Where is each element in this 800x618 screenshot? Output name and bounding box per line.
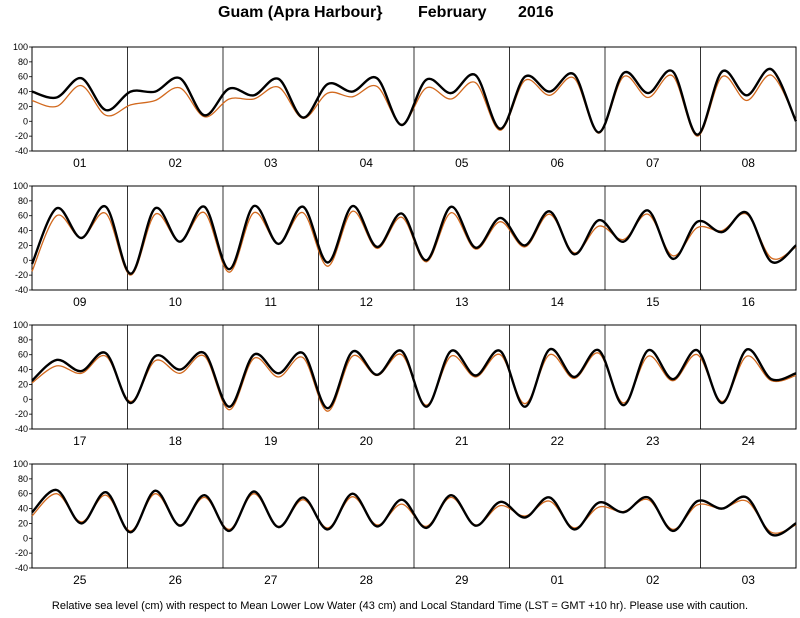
day-label: 16 (742, 295, 756, 309)
y-tick-label: 80 (18, 57, 28, 67)
day-label: 19 (264, 434, 278, 448)
day-label: 20 (360, 434, 374, 448)
title-year: 2016 (518, 4, 554, 21)
day-label: 18 (169, 434, 183, 448)
day-label: 14 (551, 295, 565, 309)
observed-series (30, 204, 797, 275)
day-label: 03 (742, 573, 756, 587)
observed-series (31, 67, 798, 136)
day-label: 24 (742, 434, 756, 448)
y-tick-label: 0 (23, 116, 28, 126)
y-tick-label: 100 (13, 320, 28, 330)
observed-series (31, 488, 797, 537)
day-label: 11 (265, 295, 278, 309)
y-tick-label: 100 (13, 181, 28, 191)
day-label: 03 (264, 156, 278, 170)
station-name: Guam (Apra Harbour} (218, 4, 383, 21)
y-tick-label: 80 (18, 196, 28, 206)
y-tick-label: -20 (15, 409, 28, 419)
day-label: 12 (360, 295, 374, 309)
y-tick-label: 20 (18, 379, 28, 389)
y-tick-label: 20 (18, 518, 28, 528)
y-tick-label: -20 (15, 131, 28, 141)
y-tick-label: 60 (18, 211, 28, 221)
day-label: 01 (551, 573, 565, 587)
y-tick-label: 40 (18, 226, 28, 236)
day-label: 15 (646, 295, 660, 309)
day-label: 28 (360, 573, 374, 587)
day-label: 17 (73, 434, 87, 448)
title-month: February (418, 4, 487, 21)
day-label: 06 (551, 156, 565, 170)
y-tick-label: 20 (18, 240, 28, 250)
day-label: 13 (455, 295, 469, 309)
y-tick-label: -40 (15, 563, 28, 573)
panel-1: -40 -20 0 20 40 60 80 100 01 02 03 04 05 06 07 08 (13, 42, 798, 170)
caption: Relative sea level (cm) with respect to … (51, 600, 749, 612)
y-tick-label: 80 (18, 474, 28, 484)
day-label: 10 (169, 295, 183, 309)
day-label: 21 (455, 434, 469, 448)
panel-2: -40 -20 0 20 40 60 80 100 09 10 11 12 13 14 15 16 (13, 181, 797, 309)
day-label: 05 (455, 156, 469, 170)
y-tick-label: -40 (15, 424, 28, 434)
y-tick-label: 40 (18, 87, 28, 97)
y-tick-label: -40 (15, 146, 28, 156)
y-tick-label: -20 (15, 270, 28, 280)
chart-title: Guam (Apra Harbour} February 2016 (0, 4, 800, 26)
y-tick-label: 60 (18, 350, 28, 360)
predicted-series (31, 74, 797, 137)
observed-series (31, 348, 797, 410)
day-label: 07 (646, 156, 660, 170)
y-tick-label: 40 (18, 504, 28, 514)
y-tick-label: 0 (23, 533, 28, 543)
day-label: 25 (73, 573, 87, 587)
y-tick-label: -20 (15, 548, 28, 558)
panel-4: -40 -20 0 20 40 60 80 100 25 26 27 28 29 01 02 03 (13, 459, 797, 587)
y-tick-label: 60 (18, 489, 28, 499)
y-tick-label: 80 (18, 335, 28, 345)
y-tick-label: 0 (23, 255, 28, 265)
day-label: 27 (264, 573, 278, 587)
day-label: 29 (455, 573, 469, 587)
y-tick-label: -40 (15, 285, 28, 295)
y-tick-label: 0 (23, 394, 28, 404)
y-tick-label: 40 (18, 365, 28, 375)
day-label: 02 (646, 573, 660, 587)
day-label: 04 (360, 156, 374, 170)
y-tick-label: 100 (13, 42, 28, 52)
day-label: 08 (742, 156, 756, 170)
y-tick-label: 100 (13, 459, 28, 469)
day-label: 26 (169, 573, 183, 587)
day-label: 09 (73, 295, 87, 309)
panel-3: -40 -20 0 20 40 60 80 100 17 18 19 20 21 22 23 24 (13, 320, 797, 448)
day-label: 01 (73, 156, 87, 170)
day-label: 23 (646, 434, 660, 448)
y-tick-label: 20 (18, 101, 28, 111)
day-label: 02 (169, 156, 183, 170)
y-tick-label: 60 (18, 72, 28, 82)
day-label: 22 (551, 434, 565, 448)
